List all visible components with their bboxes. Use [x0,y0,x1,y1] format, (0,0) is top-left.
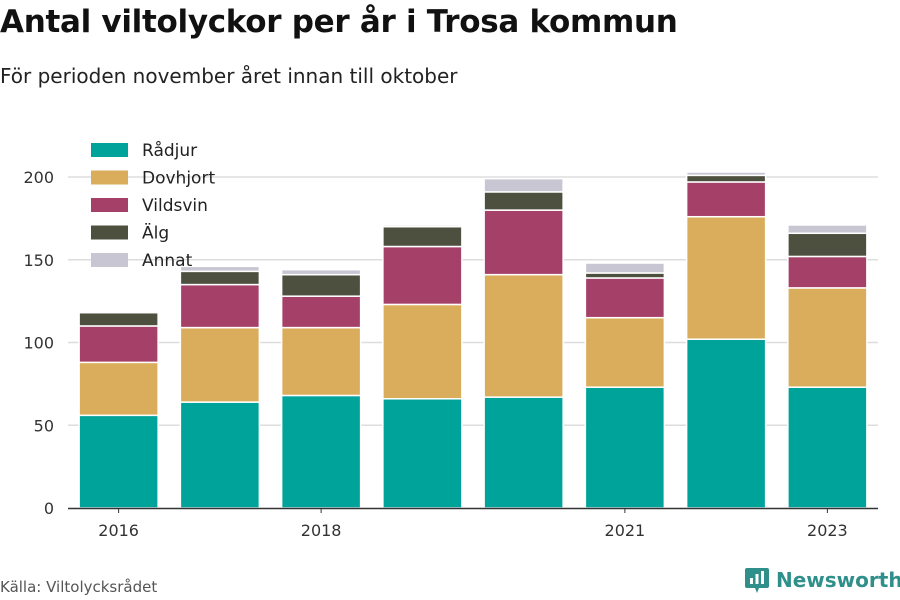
bar-segment-rådjur-2019 [382,398,463,509]
bar-segment-vildsvin-2019 [382,245,463,306]
brand-name: Newsworthy [776,568,900,592]
bar-segment-älg-2016 [78,311,159,327]
x-tick-label: 2023 [807,521,848,540]
y-tick-label: 150 [23,251,54,270]
legend-swatch-rådjur [91,143,128,157]
y-tick-label: 200 [23,168,54,187]
bar-segment-älg-2017 [179,270,261,286]
y-tick-label: 100 [23,334,54,353]
chart-subtitle: För perioden november året innan till ok… [0,64,458,88]
bar-segment-annat-2021 [584,262,666,274]
bar-segment-dovhjort-2016 [78,361,159,417]
newsworthy-logo-icon [745,568,769,593]
bar-segment-dovhjort-2017 [179,326,261,403]
bar-segment-dovhjort-2022 [685,215,767,340]
bar-segment-dovhjort-2019 [382,303,463,400]
bar-segment-dovhjort-2023 [787,287,868,388]
bar-segment-rådjur-2016 [78,414,159,509]
bar-segment-rådjur-2023 [787,386,868,509]
bar-segment-rådjur-2021 [584,386,666,509]
chart-title: Antal viltolyckor per år i Trosa kommun [0,4,678,40]
bar-segment-rådjur-2020 [483,396,564,509]
legend-swatch-annat [91,253,128,267]
bar-segment-rådjur-2017 [179,401,261,509]
bar-segment-vildsvin-2023 [787,255,868,289]
y-tick-label: 50 [34,416,54,435]
bar-segment-vildsvin-2017 [179,283,261,329]
legend-swatch-älg [91,225,128,240]
bar-segment-vildsvin-2022 [685,181,767,218]
bar-segment-dovhjort-2021 [584,316,666,388]
legend-label-vildsvin: Vildsvin [142,196,208,216]
bar-segment-dovhjort-2020 [483,273,564,398]
legend-label-annat: Annat [142,251,193,271]
bar-segment-annat-2017 [179,265,261,273]
bar-segment-älg-2018 [280,273,362,297]
legend-swatch-vildsvin [91,198,128,212]
x-tick-label: 2018 [301,521,342,540]
x-tick-label: 2016 [98,521,139,540]
bar-segment-dovhjort-2018 [280,326,362,397]
bar-segment-älg-2022 [685,174,767,183]
legend-swatch-dovhjort [91,170,128,185]
bar-segment-vildsvin-2016 [78,325,159,364]
bar-segment-annat-2019 [382,224,463,228]
bar-segment-annat-2020 [483,177,564,193]
bar-segment-älg-2019 [382,225,463,248]
bar-segment-vildsvin-2021 [584,277,666,319]
x-tick-label: 2021 [605,521,646,540]
bar-segment-annat-2018 [280,268,362,276]
y-tick-label: 0 [44,499,54,518]
bar-segment-älg-2020 [483,191,564,211]
bar-segment-rådjur-2018 [280,394,362,509]
legend-label-rådjur: Rådjur [142,140,197,161]
legend-label-dovhjort: Dovhjort [142,169,215,189]
bar-segment-annat-2022 [685,171,767,177]
bar-segment-annat-2023 [787,224,868,235]
bar-segment-vildsvin-2018 [280,295,362,329]
bar-segment-rådjur-2022 [685,338,767,509]
source-note: Källa: Viltolycksrådet [0,578,158,596]
bar-segment-vildsvin-2020 [483,209,564,276]
bar-segment-älg-2023 [787,232,868,258]
legend-label-älg: Älg [142,223,169,244]
brand-logo: Newsworthy [744,566,900,594]
